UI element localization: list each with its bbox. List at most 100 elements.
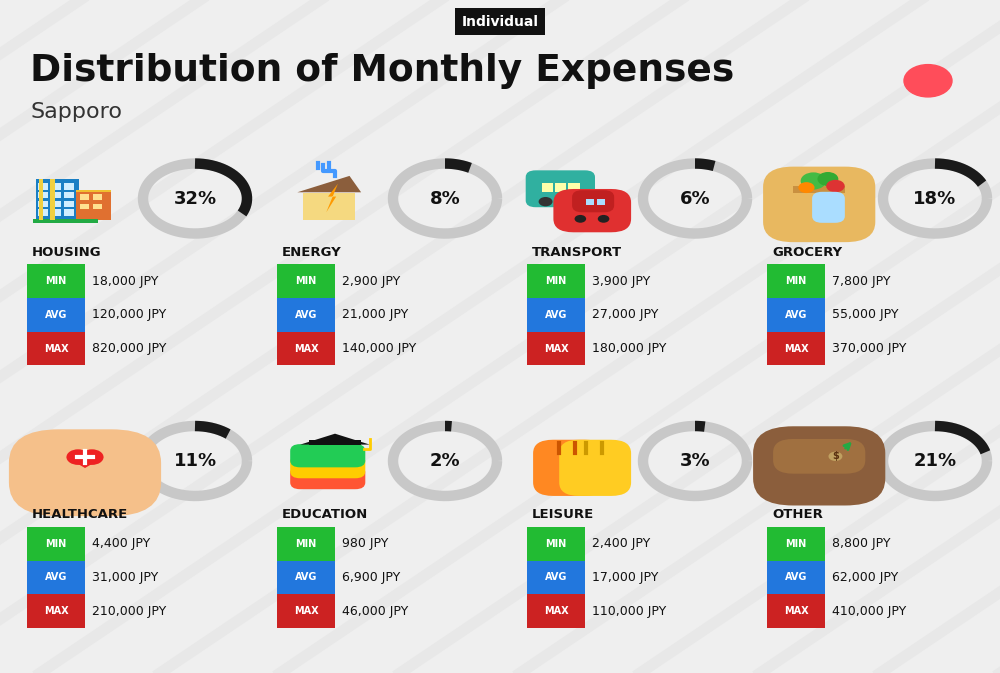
Text: MIN: MIN (545, 539, 567, 548)
Text: 2,900 JPY: 2,900 JPY (342, 275, 400, 288)
Text: Sapporo: Sapporo (30, 102, 122, 122)
FancyBboxPatch shape (527, 332, 585, 365)
FancyBboxPatch shape (51, 183, 61, 190)
Text: AVG: AVG (295, 573, 317, 582)
FancyBboxPatch shape (773, 439, 865, 474)
FancyBboxPatch shape (36, 179, 79, 220)
FancyBboxPatch shape (27, 332, 85, 365)
Text: 55,000 JPY: 55,000 JPY (832, 308, 899, 322)
FancyBboxPatch shape (50, 179, 55, 220)
Text: AVG: AVG (295, 310, 317, 320)
Circle shape (826, 180, 845, 192)
Circle shape (66, 450, 90, 465)
Text: $: $ (832, 452, 839, 461)
Text: 4,400 JPY: 4,400 JPY (92, 537, 150, 551)
FancyBboxPatch shape (568, 183, 580, 192)
FancyBboxPatch shape (64, 183, 74, 190)
Text: MIN: MIN (45, 277, 67, 286)
FancyBboxPatch shape (526, 170, 595, 207)
Polygon shape (309, 439, 361, 445)
Circle shape (904, 65, 952, 97)
Text: MAX: MAX (294, 606, 318, 616)
Text: MIN: MIN (785, 277, 807, 286)
Text: 3,900 JPY: 3,900 JPY (592, 275, 650, 288)
Text: 17,000 JPY: 17,000 JPY (592, 571, 658, 584)
Text: 980 JPY: 980 JPY (342, 537, 388, 551)
Circle shape (828, 452, 842, 461)
FancyBboxPatch shape (51, 209, 61, 216)
Circle shape (80, 450, 104, 465)
FancyBboxPatch shape (27, 527, 85, 561)
FancyBboxPatch shape (553, 189, 631, 232)
Text: 6%: 6% (680, 190, 710, 207)
Circle shape (539, 197, 553, 207)
FancyBboxPatch shape (51, 201, 61, 207)
FancyBboxPatch shape (27, 561, 85, 594)
FancyBboxPatch shape (51, 192, 61, 198)
Text: 8%: 8% (430, 190, 460, 207)
Text: HEALTHCARE: HEALTHCARE (32, 508, 128, 522)
FancyBboxPatch shape (767, 527, 825, 561)
Text: 140,000 JPY: 140,000 JPY (342, 342, 416, 355)
FancyBboxPatch shape (533, 439, 605, 496)
Text: 2%: 2% (430, 452, 460, 470)
Text: 3%: 3% (680, 452, 710, 470)
Text: MAX: MAX (44, 344, 68, 353)
FancyBboxPatch shape (76, 190, 111, 192)
FancyBboxPatch shape (93, 204, 102, 209)
FancyBboxPatch shape (33, 219, 98, 223)
FancyBboxPatch shape (555, 183, 566, 192)
Text: 32%: 32% (173, 190, 217, 207)
FancyBboxPatch shape (767, 594, 825, 628)
FancyBboxPatch shape (597, 199, 605, 205)
FancyBboxPatch shape (793, 186, 845, 192)
Text: MAX: MAX (294, 344, 318, 353)
FancyBboxPatch shape (767, 332, 825, 365)
FancyBboxPatch shape (80, 194, 89, 200)
FancyBboxPatch shape (38, 209, 48, 216)
FancyBboxPatch shape (38, 201, 48, 207)
Text: AVG: AVG (785, 573, 807, 582)
Text: HOUSING: HOUSING (32, 246, 102, 259)
Circle shape (817, 172, 838, 186)
Circle shape (562, 197, 576, 207)
FancyBboxPatch shape (9, 429, 161, 516)
Text: MIN: MIN (295, 277, 317, 286)
FancyBboxPatch shape (527, 561, 585, 594)
Text: 18%: 18% (913, 190, 957, 207)
FancyBboxPatch shape (767, 264, 825, 298)
Text: 31,000 JPY: 31,000 JPY (92, 571, 158, 584)
Text: OTHER: OTHER (772, 508, 823, 522)
Text: MIN: MIN (295, 539, 317, 548)
Text: 180,000 JPY: 180,000 JPY (592, 342, 666, 355)
Text: 11%: 11% (173, 452, 217, 470)
FancyBboxPatch shape (527, 594, 585, 628)
FancyBboxPatch shape (27, 594, 85, 628)
Text: 2,400 JPY: 2,400 JPY (592, 537, 650, 551)
Text: 7,800 JPY: 7,800 JPY (832, 275, 891, 288)
Text: 370,000 JPY: 370,000 JPY (832, 342, 906, 355)
Text: 18,000 JPY: 18,000 JPY (92, 275, 158, 288)
FancyBboxPatch shape (527, 298, 585, 332)
Text: ENERGY: ENERGY (282, 246, 342, 259)
Polygon shape (297, 176, 361, 192)
FancyBboxPatch shape (527, 264, 585, 298)
FancyBboxPatch shape (277, 527, 335, 561)
Polygon shape (66, 457, 104, 468)
FancyBboxPatch shape (277, 264, 335, 298)
FancyBboxPatch shape (767, 298, 825, 332)
FancyBboxPatch shape (64, 201, 74, 207)
Text: 21%: 21% (913, 452, 957, 470)
FancyBboxPatch shape (586, 199, 594, 205)
Text: MIN: MIN (785, 539, 807, 548)
Text: AVG: AVG (45, 310, 67, 320)
Text: 8,800 JPY: 8,800 JPY (832, 537, 891, 551)
Text: MAX: MAX (44, 606, 68, 616)
FancyBboxPatch shape (812, 192, 845, 223)
FancyBboxPatch shape (753, 426, 885, 505)
Circle shape (598, 215, 609, 223)
FancyBboxPatch shape (542, 183, 553, 192)
Text: 27,000 JPY: 27,000 JPY (592, 308, 658, 322)
Text: AVG: AVG (545, 573, 567, 582)
Text: MIN: MIN (45, 539, 67, 548)
